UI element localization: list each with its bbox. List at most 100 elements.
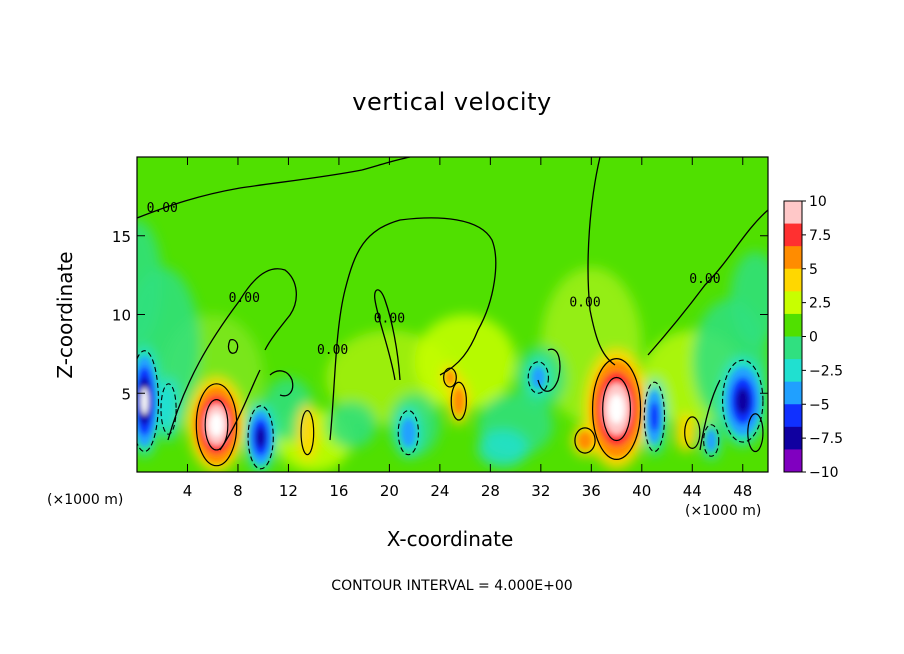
x-tick-label: 36 [582, 482, 601, 500]
field-blob [477, 429, 529, 468]
contour-positive [684, 416, 701, 449]
x-unit-label-right: (×1000 m) [685, 503, 762, 519]
chart-title: vertical velocity [352, 88, 552, 116]
x-tick-label: 44 [683, 482, 702, 500]
y-tick-label: 15 [112, 228, 131, 246]
colorbar-tick-label: −2.5 [809, 363, 843, 379]
colorbar-tick-label: 5 [809, 262, 818, 278]
contour-zero [329, 217, 497, 441]
x-unit-label: (×1000 m) [47, 492, 124, 508]
contour-negative [160, 383, 177, 435]
velocity-cell-core [256, 426, 266, 448]
contour-positive [443, 367, 457, 388]
contour-positive [450, 381, 467, 421]
x-tick-label: 32 [531, 482, 550, 500]
x-tick-label: 20 [380, 482, 399, 500]
y-axis-label: Z-coordinate [53, 251, 77, 379]
velocity-cell-core [608, 394, 625, 424]
colorbar-segment [784, 246, 802, 270]
x-tick-label: 24 [430, 482, 449, 500]
velocity-cell-core [453, 387, 465, 415]
contour-label: 0.00 [147, 201, 178, 216]
colorbar-tick-label: −10 [809, 465, 839, 481]
contour-label: 0.00 [229, 291, 260, 306]
contour-zero [699, 379, 721, 451]
colorbar-tick-label: 0 [809, 330, 818, 346]
field-blob [730, 251, 768, 346]
y-axis: 5 10 15 [112, 228, 768, 403]
velocity-cell-core [140, 387, 149, 415]
velocity-cell [297, 404, 318, 461]
contour-zero [587, 157, 616, 366]
x-tick-label: 4 [183, 482, 193, 500]
velocity-cell [158, 377, 179, 441]
contour-zero [269, 370, 294, 397]
contour-zero [647, 209, 768, 356]
contour-zero [227, 339, 239, 354]
colorbar-segment [784, 381, 802, 405]
colorbar-tick-label: 10 [809, 194, 827, 210]
colorbar-tick-label: −5 [809, 397, 830, 413]
velocity-cell-core [577, 431, 593, 450]
contour-positive [602, 376, 632, 442]
x-tick-label: 16 [329, 482, 348, 500]
velocity-cell-core [735, 387, 750, 415]
colorbar-segment [784, 291, 802, 315]
x-tick-label: 28 [481, 482, 500, 500]
contour-zero [361, 157, 411, 171]
colorbar-tick-label: 7.5 [809, 228, 831, 244]
x-tick-label: 40 [632, 482, 651, 500]
field-blob [326, 401, 377, 449]
contour-label: 0.00 [569, 296, 600, 311]
contour-negative [247, 405, 274, 470]
y-tick-label: 5 [121, 385, 131, 403]
colorbar-segment [784, 336, 802, 360]
contour-label: 0.00 [689, 272, 720, 287]
contour-zero [167, 268, 297, 441]
velocity-field [137, 157, 768, 472]
contour-negative [397, 410, 419, 456]
velocity-cell-core [209, 413, 224, 437]
colorbar-tick-label: 2.5 [809, 296, 831, 312]
colorbar-segment [784, 426, 802, 450]
contour-negative [722, 359, 764, 443]
contour-zero [137, 169, 363, 219]
velocity-cell-core [445, 370, 455, 385]
colorbar: 10 7.5 5 2.5 0 −2.5 −5 −7.5 −10 [783, 194, 843, 481]
colorbar-segment [784, 268, 802, 292]
velocity-cell-core [401, 418, 416, 447]
contour-positive [574, 427, 596, 454]
velocity-cell-core [649, 401, 659, 432]
velocity-cell-core [531, 366, 545, 389]
colorbar-segment [784, 404, 802, 428]
contour-positive [300, 409, 315, 456]
contour-negative [703, 424, 720, 457]
contour-lines [137, 157, 768, 470]
contour-positive [195, 383, 238, 467]
colorbar-segment [784, 359, 802, 383]
x-tick-label: 8 [233, 482, 243, 500]
colorbar-tick-label: −7.5 [809, 431, 843, 447]
contour-label: 0.00 [374, 311, 405, 326]
field-blob [414, 314, 516, 409]
x-axis: 4 8 12 16 20 24 28 32 36 40 44 48 [183, 157, 752, 500]
contour-positive [747, 413, 764, 453]
contour-interval: CONTOUR INTERVAL = 4.000E+00 [331, 578, 573, 594]
contour-zero [537, 348, 561, 392]
contour-labels: 0.00 0.00 0.00 0.00 0.00 0.00 [147, 201, 721, 358]
contour-zero [374, 289, 401, 381]
velocity-cell [675, 413, 697, 452]
colorbar-segment [784, 313, 802, 337]
colorbar-segment [784, 201, 802, 225]
contour-negative [643, 381, 666, 453]
colorbar-segment [784, 449, 802, 473]
y-tick-label: 10 [112, 307, 131, 325]
contour-positive [204, 398, 229, 451]
contour-negative [527, 361, 549, 394]
x-tick-label: 48 [733, 482, 752, 500]
velocity-cell-core [706, 429, 717, 452]
contour-positive [591, 358, 642, 461]
x-tick-label: 12 [279, 482, 298, 500]
contour-label: 0.00 [317, 343, 348, 358]
